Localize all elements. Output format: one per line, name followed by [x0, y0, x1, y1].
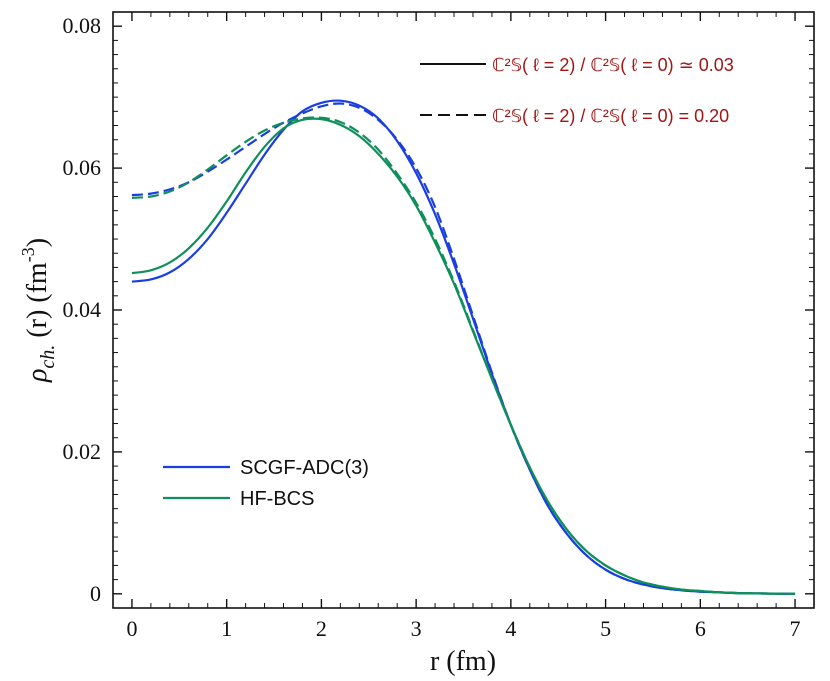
y-tick-label: 0.04 — [63, 297, 102, 322]
series-line-scgf-adc-3-dashed — [131, 102, 796, 595]
y-axis-title: ρch. (r) (fm-3) — [18, 238, 59, 383]
y-tick-labels: 0 0.02 0.04 0.06 0.08 — [63, 13, 102, 606]
y-axis-unit-prefix: (fm — [22, 262, 53, 303]
y-axis-unit-exponent: -3 — [18, 247, 38, 262]
x-axis-title: r (fm) — [430, 646, 496, 677]
x-tick-labels: 0 1 2 3 4 5 6 7 — [126, 616, 800, 641]
series-line-hf-bcs-solid — [131, 117, 796, 595]
x-tick-label: 0 — [126, 616, 137, 641]
x-tick-label: 3 — [411, 616, 422, 641]
y-axis-unit-suffix: ) — [22, 238, 53, 247]
y-tick-label: 0.06 — [63, 155, 102, 180]
series-lines — [131, 99, 796, 595]
series-line-hf-bcs-dashed — [131, 116, 796, 595]
y-axis-subscript: ch. — [37, 345, 59, 369]
minor-ticks — [113, 12, 814, 608]
y-tick-label: 0 — [90, 581, 101, 606]
x-tick-label: 5 — [600, 616, 611, 641]
x-tick-label: 7 — [790, 616, 801, 641]
y-tick-label: 0.08 — [63, 13, 102, 38]
legend-label-scgf: SCGF-ADC(3) — [240, 457, 369, 479]
y-tick-label: 0.02 — [63, 439, 102, 464]
x-tick-label: 2 — [316, 616, 327, 641]
annotation-solid-text: ℂ²𝕊( ℓ = 2) / ℂ²𝕊( ℓ = 0) ≃ 0.03 — [492, 55, 734, 75]
y-axis-symbol: ρ — [22, 369, 53, 383]
y-axis-argument: (r) — [22, 310, 53, 338]
annotation-dashed-text: ℂ²𝕊( ℓ = 2) / ℂ²𝕊( ℓ = 0) = 0.20 — [492, 106, 729, 126]
x-tick-label: 6 — [695, 616, 706, 641]
x-tick-label: 1 — [221, 616, 232, 641]
legend-label-hfbcs: HF-BCS — [240, 488, 314, 510]
major-ticks — [113, 12, 814, 608]
x-tick-label: 4 — [505, 616, 516, 641]
series-line-scgf-adc-3-solid — [131, 99, 796, 595]
